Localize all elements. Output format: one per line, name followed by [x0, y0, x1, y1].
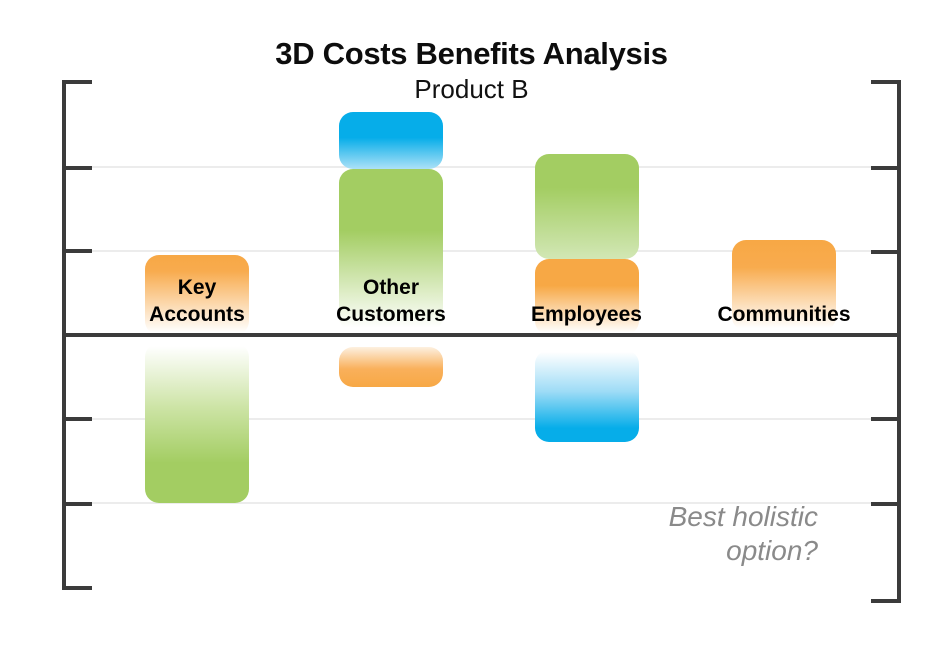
right-axis-tick	[871, 165, 901, 170]
category-label-communities: Communities	[674, 301, 894, 328]
category-label-line: Employees	[531, 303, 642, 326]
bar-segment-employees-orange-benefit	[534, 259, 639, 335]
left-axis-line	[62, 82, 66, 589]
category-label-employees: Employees	[477, 301, 697, 328]
right-axis-tick	[871, 416, 901, 421]
category-label-line: Other	[362, 276, 419, 299]
category-label-line: Customers	[336, 303, 446, 326]
bar-segment-employees-green-benefit	[534, 154, 639, 260]
right-axis-tick	[871, 599, 901, 603]
right-axis-tick	[871, 501, 901, 506]
annotation-best-holistic-option: Best holistic option?	[669, 500, 818, 568]
category-label-line: Accounts	[149, 303, 245, 326]
bar-segment-other-customers-orange-cost	[339, 346, 443, 388]
chart-title: 3D Costs Benefits Analysis	[275, 36, 668, 71]
bar-segment-other-customers-blue-benefit	[339, 111, 443, 169]
annotation-line-2: option?	[726, 535, 818, 566]
category-label-line: Communities	[717, 303, 851, 326]
right-axis-tick	[871, 250, 901, 254]
chart-subtitle: Product B	[414, 74, 529, 104]
bar-segment-other-customers-green-benefit	[339, 168, 443, 331]
bar-segment-key-accounts-orange-benefit	[145, 255, 249, 335]
gridline	[66, 250, 897, 252]
left-axis-tick	[62, 585, 92, 590]
gridline	[66, 418, 897, 420]
left-axis-tick	[62, 249, 92, 253]
gridline	[66, 166, 897, 168]
category-label-other-customers: Other Customers	[281, 274, 501, 328]
annotation-line-1: Best holistic	[668, 501, 818, 532]
right-axis-tick	[871, 80, 901, 84]
bar-segment-key-accounts-green-cost	[145, 343, 249, 503]
zero-axis-line	[62, 333, 901, 337]
left-axis-tick	[62, 80, 92, 84]
bar-segment-employees-blue-cost	[534, 350, 639, 442]
category-label-line: Key	[177, 276, 217, 299]
bar-segment-communities-orange-benefit	[732, 240, 836, 331]
left-axis-tick	[62, 165, 92, 170]
right-axis-line	[897, 82, 901, 603]
category-label-key-accounts: Key Accounts	[87, 274, 307, 328]
left-axis-tick	[62, 501, 92, 506]
left-axis-tick	[62, 416, 92, 421]
gridline	[66, 502, 897, 504]
